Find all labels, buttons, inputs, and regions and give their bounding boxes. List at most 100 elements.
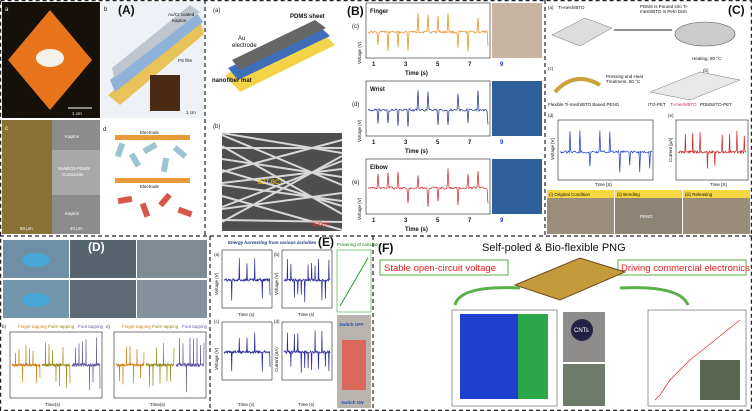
device-label: Au [238,36,245,42]
step-label: Ti-mesh/BTO [558,5,585,10]
signal-trace [367,12,489,52]
fiber [221,184,343,202]
box-label: Driving commercial electronics [621,263,750,274]
y-axis-label: Voltage [V] [550,138,555,160]
y-axis-label: Voltage (V) [214,347,219,370]
signal-band [518,314,548,399]
fiber [221,219,343,223]
photo-header [547,190,614,198]
x-axis-label: Time [S] [710,182,727,187]
label-box [617,259,747,276]
x-tick-label: 3 [404,62,408,68]
layer-label: Kapton [172,18,187,23]
plot-frame [9,331,103,399]
photo-label: Switch OFF [339,322,364,327]
mesh [551,17,613,47]
sub-label: (a) [213,8,220,14]
y-axis-label: Voltage (V) [214,272,219,295]
layer-label: Ti-mesh/BTO [670,102,697,107]
photo [70,280,136,318]
sub-label: c [5,126,8,132]
y-axis-label: Current [μA] [668,138,673,162]
y-axis-label: Voltage (V) [357,197,362,220]
logo [571,319,593,341]
step-label: PDMS is Poured into Ti- [640,4,689,9]
y-axis-label: Voltage (V) [274,272,279,295]
caption: Flexible Ti-mesh/BTO Based PENG [548,102,620,107]
plot-group: (c) Voltage (V) Finger 1 3 5 7 9 Time (s) (d) Volt… [352,2,542,233]
device [513,257,627,301]
layer [232,20,326,70]
device-label: electrode [232,43,257,49]
scale-label: 300nm [312,222,330,228]
x-tick-label: 7 [468,218,472,224]
glove [22,253,50,267]
photo-label: (ii) Bending [617,192,640,197]
x-tick-label: 1 [372,62,376,68]
x-axis-label: Time (s) [238,312,255,317]
plot-frame [281,321,333,381]
series-label: Finger [370,9,389,15]
sub-label: (e) [352,180,359,186]
step-label: Heating, 80 °C [692,56,722,61]
panel-title: Energy harvesting from various activitie… [228,240,317,245]
layer [228,25,330,80]
fiber [221,168,343,184]
series-label: Palm tapping [48,324,75,329]
fiber [221,132,343,154]
layer-label: Au/Cr coated [168,12,195,17]
photo [137,240,207,278]
panel-label: (D) [88,240,105,254]
layer [110,10,203,92]
layer-label: PS film [178,58,193,63]
photo [137,280,207,318]
y-axis-label: Voltage (V) [357,41,362,64]
fiber [221,192,343,210]
signal-trace [283,330,331,373]
photo [563,364,605,406]
step-label: Treatment, 80 °C [606,79,641,84]
layer-label: Composite [62,172,84,177]
layer-label: NaNbO3-PDMS [58,166,90,171]
x-tick-label: 9 [500,218,504,224]
electrode [115,178,190,183]
layer-label: ITO-PET [648,102,666,107]
x-tick-label: 9 [500,140,504,146]
sub-label: (b) [213,124,220,130]
sub-label: (d) [548,113,554,118]
panel-label: (B) [347,4,364,18]
sub-label: c) [106,324,110,329]
dipole [117,195,133,205]
electrode [115,135,190,140]
plot-frame [281,249,333,309]
fiber [221,134,343,186]
device-label: nanofiber mat [212,78,252,84]
layer [112,5,200,78]
plot-frame [221,249,273,309]
series-label: Foot tapping [78,324,104,329]
photo-label: (i) Original Condition [549,192,591,197]
signal-trace [115,345,145,385]
sub-label: (d) [274,319,280,324]
layer [108,20,204,105]
fiber-group [221,132,343,231]
sem-image [2,120,52,234]
plot-frame [675,119,749,181]
series-label: Finger tapping [18,324,47,329]
x-axis-label: Time(s) [150,402,166,407]
x-tick-label: 5 [436,62,440,68]
sub-label: (c) [352,24,359,30]
arrow [619,286,690,306]
x-axis-label: Time (s) [405,149,428,155]
x-axis-label: Time (s) [298,312,315,317]
electrode-label: Electrode [140,130,160,135]
fiber [221,155,343,223]
device [649,71,741,101]
inset-photo [150,75,180,111]
dipole-group [114,141,193,218]
scale-label: 50 μm [20,226,33,231]
signal-trace [559,130,653,173]
sub-label: (c) [548,66,554,71]
sub-label: (e) [668,113,674,118]
